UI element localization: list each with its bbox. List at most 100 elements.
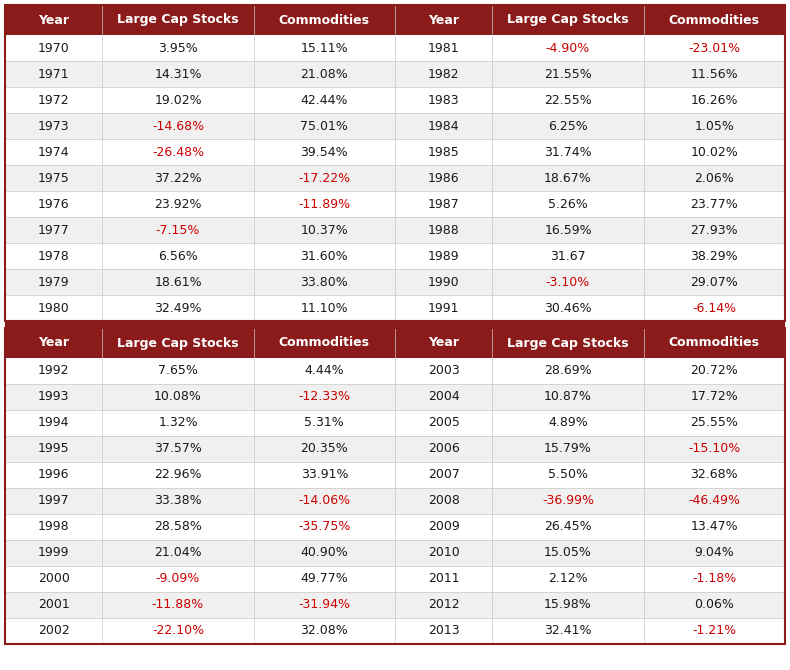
Text: 5.50%: 5.50% [548, 468, 588, 482]
Text: 33.91%: 33.91% [301, 468, 348, 482]
Bar [5, 139, 785, 165]
Text: 1975: 1975 [38, 172, 70, 184]
Text: 25.55%: 25.55% [690, 417, 739, 429]
Text: -7.15%: -7.15% [156, 224, 200, 237]
Text: 31.67: 31.67 [550, 249, 586, 263]
Text: 75.01%: 75.01% [300, 119, 348, 133]
Text: 1993: 1993 [38, 391, 70, 403]
Text: 27.93%: 27.93% [690, 224, 738, 237]
Text: -9.09%: -9.09% [156, 572, 200, 586]
Text: 32.08%: 32.08% [300, 624, 348, 637]
Text: 16.59%: 16.59% [544, 224, 592, 237]
Text: 13.47%: 13.47% [690, 521, 738, 533]
Text: 1987: 1987 [427, 198, 460, 210]
Text: 19.02%: 19.02% [154, 94, 201, 107]
Text: 23.77%: 23.77% [690, 198, 738, 210]
Text: 49.77%: 49.77% [300, 572, 348, 586]
Text: 2005: 2005 [427, 417, 460, 429]
Text: 15.11%: 15.11% [300, 42, 348, 54]
Text: 1989: 1989 [428, 249, 460, 263]
Text: 1997: 1997 [38, 494, 70, 507]
Text: 2013: 2013 [428, 624, 460, 637]
Text: 3.95%: 3.95% [158, 42, 198, 54]
Bar [5, 87, 785, 113]
Text: 1981: 1981 [428, 42, 460, 54]
Text: Year: Year [38, 13, 69, 27]
Text: Year: Year [428, 13, 459, 27]
Text: 33.38%: 33.38% [154, 494, 201, 507]
Bar [5, 191, 785, 217]
Text: 1991: 1991 [428, 302, 459, 314]
Text: Commodities: Commodities [279, 13, 370, 27]
Text: -46.49%: -46.49% [688, 494, 740, 507]
Text: 28.69%: 28.69% [544, 364, 592, 377]
Text: 1986: 1986 [428, 172, 460, 184]
Bar [5, 436, 785, 462]
Text: 26.45%: 26.45% [544, 521, 592, 533]
Text: 2003: 2003 [427, 364, 460, 377]
Bar [5, 384, 785, 410]
Text: 31.74%: 31.74% [544, 145, 592, 159]
Text: -3.10%: -3.10% [546, 275, 590, 289]
Text: 10.08%: 10.08% [154, 391, 202, 403]
Bar [5, 269, 785, 295]
Text: 1982: 1982 [428, 68, 460, 80]
Text: -1.21%: -1.21% [692, 624, 736, 637]
Text: 1972: 1972 [38, 94, 70, 107]
Text: 2012: 2012 [428, 598, 460, 612]
Text: -35.75%: -35.75% [298, 521, 351, 533]
Text: 23.92%: 23.92% [154, 198, 201, 210]
Text: 1980: 1980 [38, 302, 70, 314]
Bar [5, 243, 785, 269]
Text: 15.05%: 15.05% [544, 547, 592, 559]
Text: 28.58%: 28.58% [154, 521, 202, 533]
Text: 2010: 2010 [427, 547, 460, 559]
Text: -6.14%: -6.14% [692, 302, 736, 314]
Text: 2000: 2000 [38, 572, 70, 586]
Text: Commodities: Commodities [669, 13, 760, 27]
Bar [5, 618, 785, 644]
Text: Year: Year [38, 336, 69, 350]
Text: 10.37%: 10.37% [300, 224, 348, 237]
Bar [5, 462, 785, 488]
Text: 29.07%: 29.07% [690, 275, 738, 289]
Text: 2008: 2008 [427, 494, 460, 507]
Text: -11.88%: -11.88% [152, 598, 204, 612]
Bar [5, 328, 785, 358]
Text: 4.44%: 4.44% [305, 364, 344, 377]
Text: -31.94%: -31.94% [299, 598, 351, 612]
Text: 18.67%: 18.67% [544, 172, 592, 184]
Text: 6.56%: 6.56% [158, 249, 198, 263]
Text: 37.57%: 37.57% [154, 442, 202, 456]
Text: 20.72%: 20.72% [690, 364, 738, 377]
Text: 32.68%: 32.68% [690, 468, 738, 482]
Text: 15.98%: 15.98% [544, 598, 592, 612]
Bar [5, 61, 785, 87]
Bar [5, 5, 785, 321]
Text: Commodities: Commodities [669, 336, 760, 350]
Text: 33.80%: 33.80% [300, 275, 348, 289]
Text: 14.31%: 14.31% [154, 68, 201, 80]
Text: -1.18%: -1.18% [692, 572, 736, 586]
Text: -36.99%: -36.99% [542, 494, 594, 507]
Text: -23.01%: -23.01% [688, 42, 740, 54]
Text: 2011: 2011 [428, 572, 460, 586]
Bar [5, 5, 785, 35]
Bar [5, 35, 785, 61]
Text: 31.60%: 31.60% [300, 249, 348, 263]
Text: Year: Year [428, 336, 459, 350]
Text: 1978: 1978 [38, 249, 70, 263]
Text: -17.22%: -17.22% [299, 172, 351, 184]
Text: -14.68%: -14.68% [152, 119, 204, 133]
Text: 1988: 1988 [427, 224, 460, 237]
Text: 1992: 1992 [38, 364, 70, 377]
Text: 11.56%: 11.56% [690, 68, 738, 80]
Text: 21.55%: 21.55% [544, 68, 592, 80]
Text: 2009: 2009 [427, 521, 460, 533]
Text: -12.33%: -12.33% [299, 391, 351, 403]
Text: 2001: 2001 [38, 598, 70, 612]
Text: 1998: 1998 [38, 521, 70, 533]
Text: 1990: 1990 [428, 275, 460, 289]
Text: 7.65%: 7.65% [158, 364, 198, 377]
Text: 2007: 2007 [427, 468, 460, 482]
